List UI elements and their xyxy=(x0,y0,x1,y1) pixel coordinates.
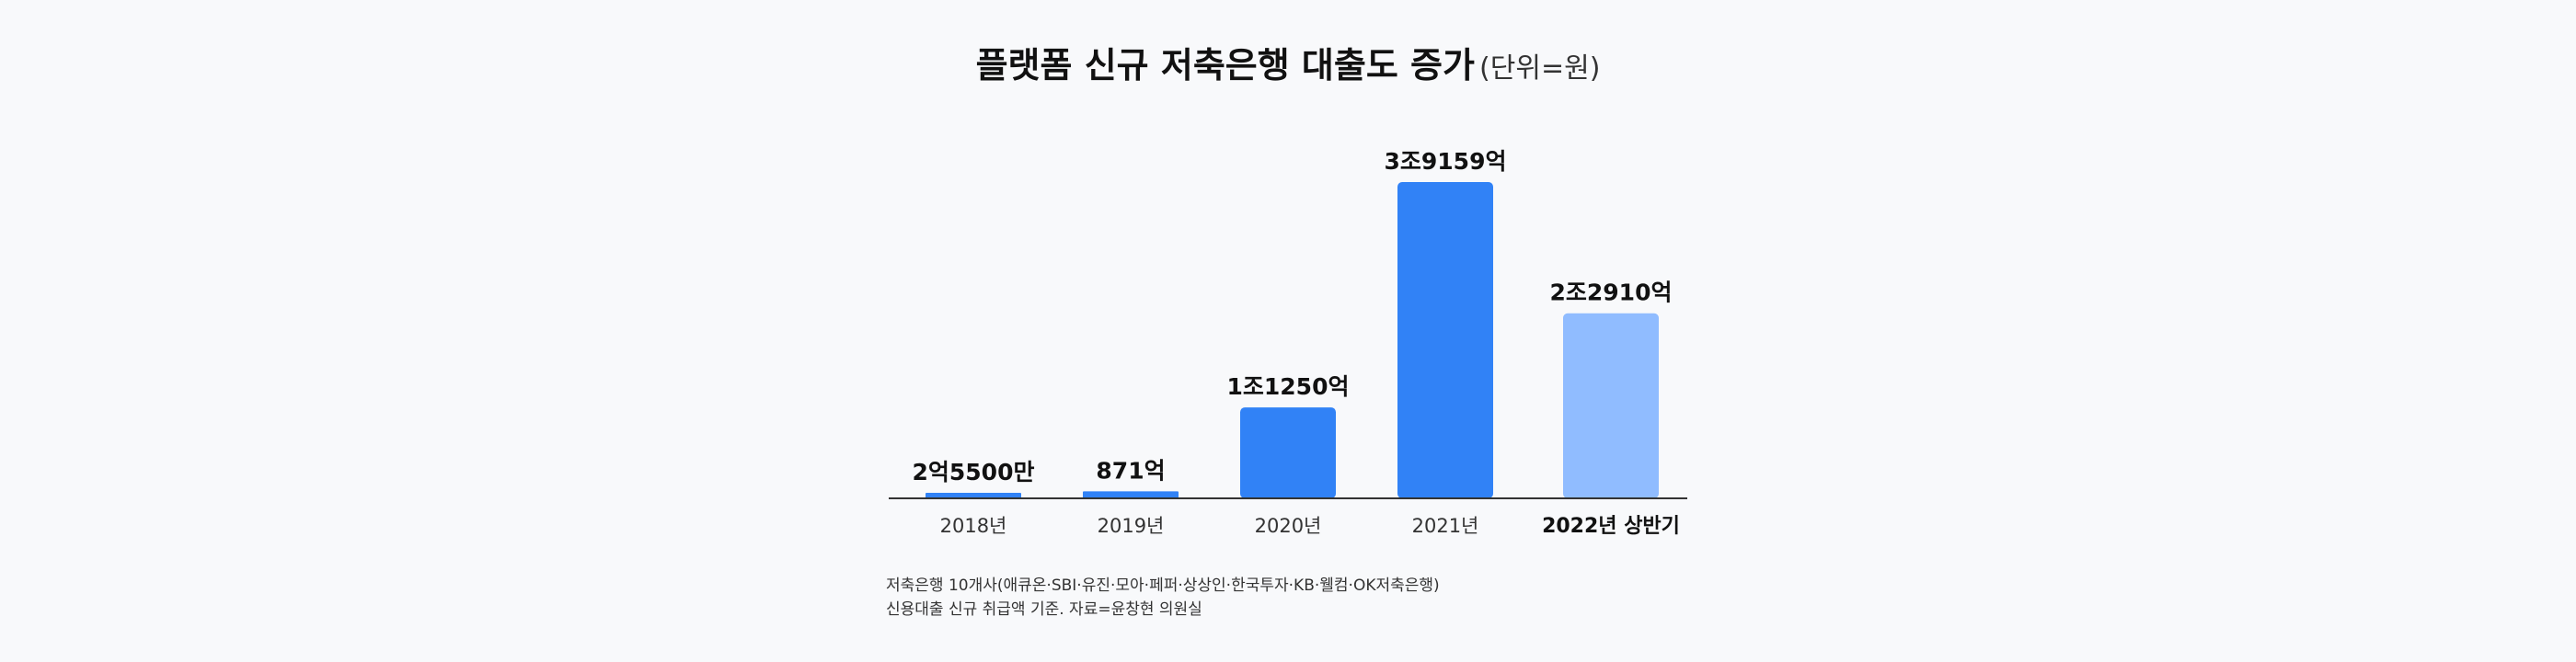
note-line: 신용대출 신규 취급액 기준. 자료=윤창현 의원실 xyxy=(886,600,1202,619)
bar xyxy=(1397,182,1493,498)
bar xyxy=(1563,313,1659,498)
x-tick-label: 2021년 xyxy=(1412,515,1479,537)
chart-title: 플랫폼 신규 저축은행 대출도 증가 (단위=원) xyxy=(0,37,2576,87)
chart-title-main: 플랫폼 신규 저축은행 대출도 증가 xyxy=(975,45,1475,86)
x-tick-label: 2018년 xyxy=(940,515,1007,537)
data-label: 3조9159억 xyxy=(1385,148,1507,175)
chart-title-unit: (단위=원) xyxy=(1479,52,1601,85)
data-label: 1조1250억 xyxy=(1227,373,1350,400)
note-line: 저축은행 10개사(애큐온·SBI·유진·모아·페퍼·상상인·한국투자·KB·웰… xyxy=(886,576,1440,595)
data-label: 2억5500만 xyxy=(913,459,1035,485)
x-tick-label: 2022년 상반기 xyxy=(1542,515,1680,538)
x-tick-label-group: 2018년 2019년 2020년 2021년 2022년 상반기 xyxy=(940,515,1680,538)
data-label-group: 2억5500만 871억 1조1250억 3조9159억 2조2910억 xyxy=(913,148,1673,485)
chart-notes: 저축은행 10개사(애큐온·SBI·유진·모아·페퍼·상상인·한국투자·KB·웰… xyxy=(886,574,1440,622)
data-label: 2조2910억 xyxy=(1550,280,1673,306)
data-label: 871억 xyxy=(1096,457,1165,484)
bar xyxy=(926,493,1021,498)
bar xyxy=(1240,407,1336,498)
x-tick-label: 2020년 xyxy=(1255,515,1322,537)
x-tick-label: 2019년 xyxy=(1098,515,1165,537)
bar xyxy=(1083,491,1179,498)
bar-group xyxy=(926,182,1659,498)
